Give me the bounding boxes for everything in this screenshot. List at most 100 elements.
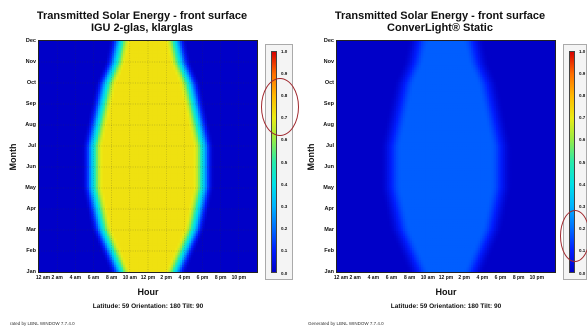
- heatmap-cell: [132, 146, 135, 150]
- heatmap-cell: [204, 110, 208, 114]
- heatmap-cell: [150, 156, 153, 160]
- heatmap-cell: [150, 93, 153, 97]
- heatmap-cell: [211, 118, 215, 121]
- heatmap-cell: [243, 84, 247, 88]
- heatmap-cell: [229, 57, 233, 61]
- heatmap-cell: [59, 122, 63, 126]
- heatmap-cell: [220, 79, 224, 83]
- heatmap-cell: [63, 69, 67, 73]
- heatmap-cell: [84, 156, 88, 160]
- heatmap-cell: [209, 57, 212, 61]
- heatmap-cell: [107, 86, 110, 90]
- heatmap-cell: [150, 96, 153, 100]
- heatmap-cell: [86, 98, 90, 102]
- heatmap-cell: [120, 122, 124, 126]
- heatmap-cell: [113, 67, 117, 71]
- heatmap-cell: [132, 110, 135, 114]
- heatmap-cell: [227, 158, 231, 162]
- heatmap-cell: [161, 115, 165, 119]
- heatmap-cell: [179, 154, 183, 157]
- heatmap-cell: [43, 118, 47, 121]
- heatmap-cell: [175, 149, 178, 153]
- heatmap-cell: [88, 93, 92, 97]
- heatmap-cell: [193, 74, 197, 78]
- heatmap-cell: [91, 151, 94, 155]
- heatmap-cell: [70, 156, 74, 160]
- heatmap-cell: [245, 163, 249, 167]
- heatmap-cell: [175, 156, 178, 160]
- heatmap-cell: [175, 130, 178, 133]
- heatmap-cell: [170, 91, 174, 95]
- heatmap-cell: [241, 115, 244, 119]
- heatmap-cell: [93, 57, 97, 61]
- heatmap-cell: [227, 118, 231, 121]
- heatmap-cell: [161, 48, 165, 52]
- heatmap-cell: [45, 137, 49, 141]
- heatmap-cell: [45, 43, 49, 47]
- heatmap-cell: [95, 118, 99, 121]
- heatmap-cell: [54, 43, 58, 47]
- heatmap-cell: [234, 96, 237, 100]
- heatmap-cell: [59, 156, 63, 160]
- heatmap-cell: [102, 50, 106, 54]
- heatmap-cell: [100, 45, 103, 49]
- heatmap-cell: [154, 122, 158, 126]
- heatmap-cell: [118, 72, 122, 76]
- heatmap-cell: [193, 156, 197, 160]
- heatmap-cell: [148, 125, 151, 129]
- heatmap-cell: [222, 91, 226, 95]
- heatmap-cell: [236, 91, 240, 95]
- heatmap-cell: [138, 84, 142, 88]
- heatmap-cell: [104, 43, 108, 47]
- heatmap-cell: [59, 41, 63, 44]
- heatmap-cell: [107, 53, 110, 56]
- heatmap-cell: [179, 48, 183, 52]
- heatmap-cell: [134, 74, 138, 78]
- heatmap-cell: [195, 110, 199, 114]
- heatmap-cell: [136, 161, 140, 165]
- heatmap-cell: [104, 45, 108, 49]
- heatmap-cell: [232, 149, 235, 153]
- heatmap-cell: [39, 130, 42, 133]
- heatmap-cell: [129, 156, 133, 160]
- heatmap-cell: [73, 77, 76, 80]
- heatmap-cell: [216, 151, 219, 155]
- heatmap-cell: [59, 86, 63, 90]
- heatmap-cell: [102, 132, 106, 136]
- heatmap-cell: [168, 132, 172, 136]
- heatmap-cell: [45, 62, 49, 66]
- heatmap-cell: [211, 45, 215, 49]
- heatmap-cell: [82, 101, 85, 104]
- heatmap-cell: [197, 53, 201, 56]
- heatmap-cell: [250, 125, 253, 129]
- heatmap-cell: [50, 137, 54, 141]
- heatmap-cell: [48, 103, 51, 107]
- heatmap-cell: [143, 163, 147, 167]
- heatmap-cell: [91, 161, 94, 165]
- heatmap-cell: [148, 113, 151, 116]
- heatmap-cell: [154, 67, 158, 71]
- heatmap-cell: [220, 122, 224, 126]
- heatmap-cell: [113, 161, 117, 165]
- heatmap-cell: [54, 125, 58, 129]
- heatmap-cell: [159, 113, 163, 116]
- heatmap-cell: [170, 120, 174, 124]
- heatmap-cell: [218, 77, 222, 80]
- heatmap-cell: [138, 142, 142, 145]
- heatmap-cell: [245, 93, 249, 97]
- heatmap-cell: [118, 134, 122, 138]
- heatmap-cell: [200, 86, 203, 90]
- heatmap-cell: [159, 149, 163, 153]
- heatmap-cell: [136, 72, 140, 76]
- heatmap-cell: [182, 41, 185, 44]
- heatmap-cell: [138, 62, 142, 66]
- heatmap-cell: [197, 115, 201, 119]
- heatmap-cell: [227, 151, 231, 155]
- heatmap-cell: [170, 81, 174, 85]
- heatmap-cell: [252, 45, 256, 49]
- heatmap-cell: [200, 62, 203, 66]
- heatmap-cell: [125, 67, 128, 71]
- heatmap-cell: [195, 67, 199, 71]
- heatmap-cell: [136, 62, 140, 66]
- heatmap-cell: [88, 130, 92, 133]
